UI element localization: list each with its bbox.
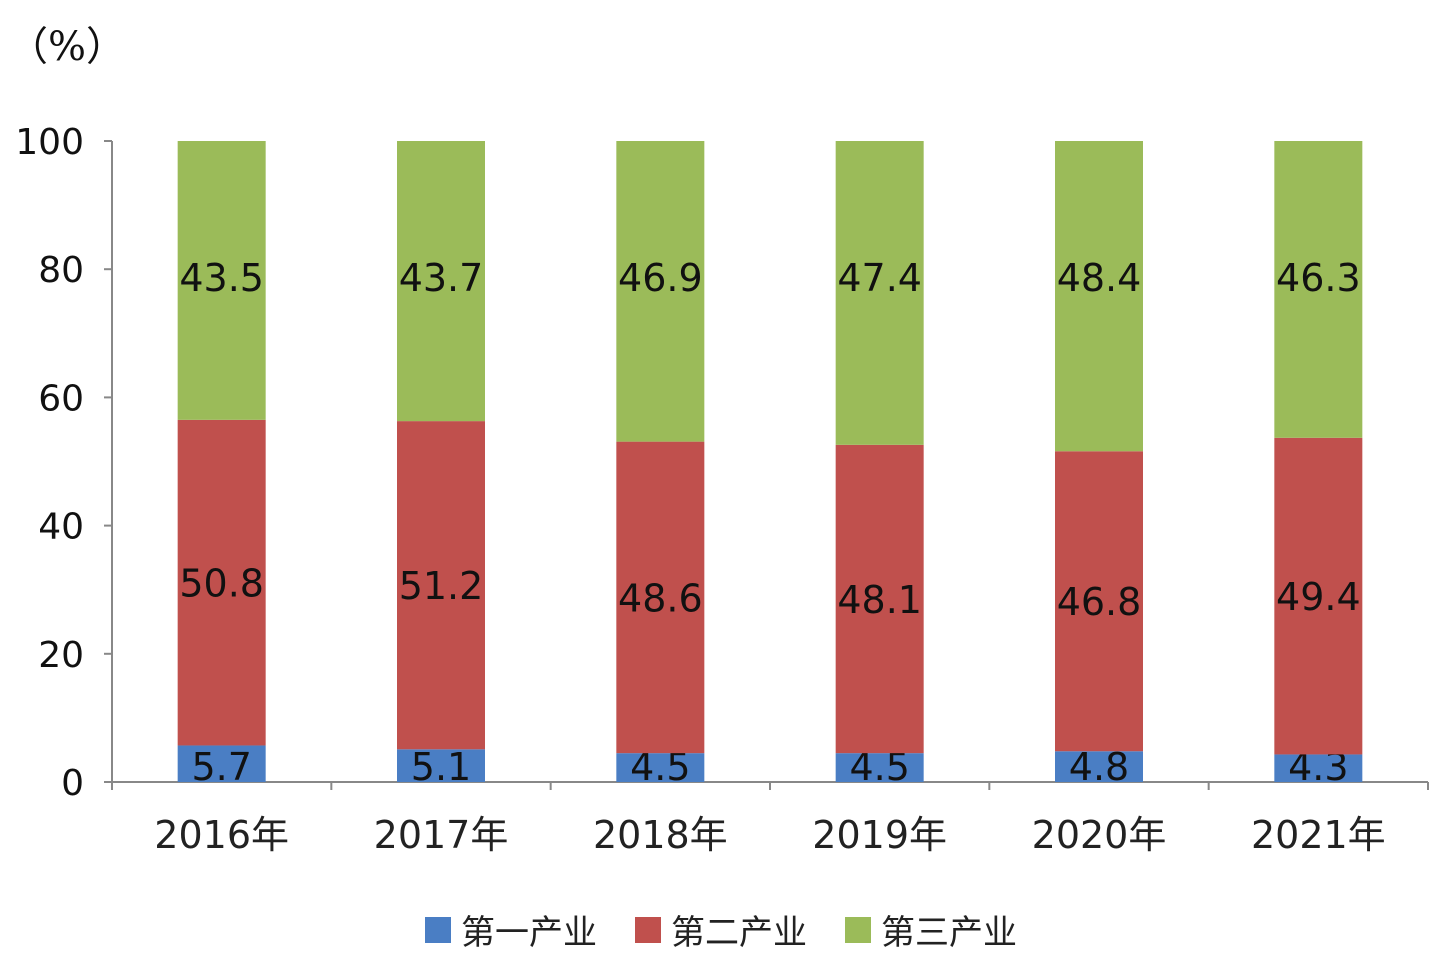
x-category-label: 2017年	[374, 813, 509, 857]
bar-segment	[616, 141, 705, 442]
bar-segment	[177, 419, 266, 746]
legend-item-secondary: 第二产业	[635, 905, 807, 954]
bar-segment	[835, 753, 924, 782]
bar-data-label: 47.4	[837, 256, 922, 300]
y-tick-label: 60	[38, 378, 84, 419]
y-tick-label: 100	[15, 122, 84, 163]
bar-segment	[177, 745, 266, 782]
bar-segment	[1055, 751, 1143, 782]
legend-item-tertiary: 第三产业	[845, 905, 1017, 954]
bar-data-label: 4.8	[1069, 745, 1129, 789]
legend-item-primary: 第一产业	[425, 905, 597, 954]
bar-segment	[616, 441, 705, 754]
legend-swatch-primary	[425, 916, 451, 943]
bar-segment	[1274, 754, 1363, 782]
bar-data-label: 48.6	[618, 576, 703, 620]
x-category-label: 2021年	[1251, 813, 1386, 857]
legend-swatch-secondary	[635, 916, 661, 943]
bar-segment	[397, 141, 485, 422]
bar-segment	[616, 753, 705, 782]
x-category-label: 2019年	[812, 813, 947, 857]
bar-data-label: 5.7	[191, 745, 251, 789]
bar-data-label: 46.9	[618, 256, 703, 300]
chart-plot: 0 20 40 60 80 100 5.7 50.8 43.5 2016年 5.1 51.2 43.7 2…	[15, 122, 1429, 857]
y-tick-label: 20	[38, 635, 84, 676]
bar-data-label: 46.8	[1057, 580, 1142, 624]
bar-data-label: 46.3	[1276, 256, 1361, 300]
bar-data-label: 48.4	[1057, 256, 1142, 300]
bar-segment	[1055, 451, 1143, 752]
bar-data-label: 49.4	[1276, 575, 1361, 619]
legend-label-secondary: 第二产业	[671, 913, 807, 953]
bar-data-label: 48.1	[837, 578, 922, 622]
bar-segment	[397, 421, 485, 750]
x-category-label: 2018年	[593, 813, 728, 857]
bar-data-label: 50.8	[179, 562, 264, 606]
bar-data-label: 51.2	[399, 564, 484, 608]
bar-segment	[397, 749, 485, 782]
bar-segment	[835, 444, 924, 754]
y-axis-unit-label: （%）	[8, 24, 127, 70]
bar-segment	[835, 141, 924, 445]
bar-data-label: 43.5	[179, 256, 264, 300]
bar-segment	[1274, 437, 1363, 755]
legend: 第一产业 第二产业 第三产业	[0, 905, 1442, 954]
legend-label-primary: 第一产业	[461, 913, 597, 953]
y-tick-label: 0	[61, 763, 84, 804]
y-tick-label: 80	[38, 250, 84, 291]
bar-segment	[1274, 141, 1363, 438]
legend-label-tertiary: 第三产业	[881, 913, 1017, 953]
y-tick-label: 40	[38, 507, 84, 548]
bar-data-label: 5.1	[411, 745, 471, 789]
bar-segment	[1055, 141, 1143, 452]
bar-segment	[177, 141, 266, 420]
bar-data-label: 43.7	[399, 256, 484, 300]
x-category-label: 2020年	[1032, 813, 1167, 857]
legend-swatch-tertiary	[845, 916, 871, 943]
x-category-label: 2016年	[154, 813, 289, 857]
